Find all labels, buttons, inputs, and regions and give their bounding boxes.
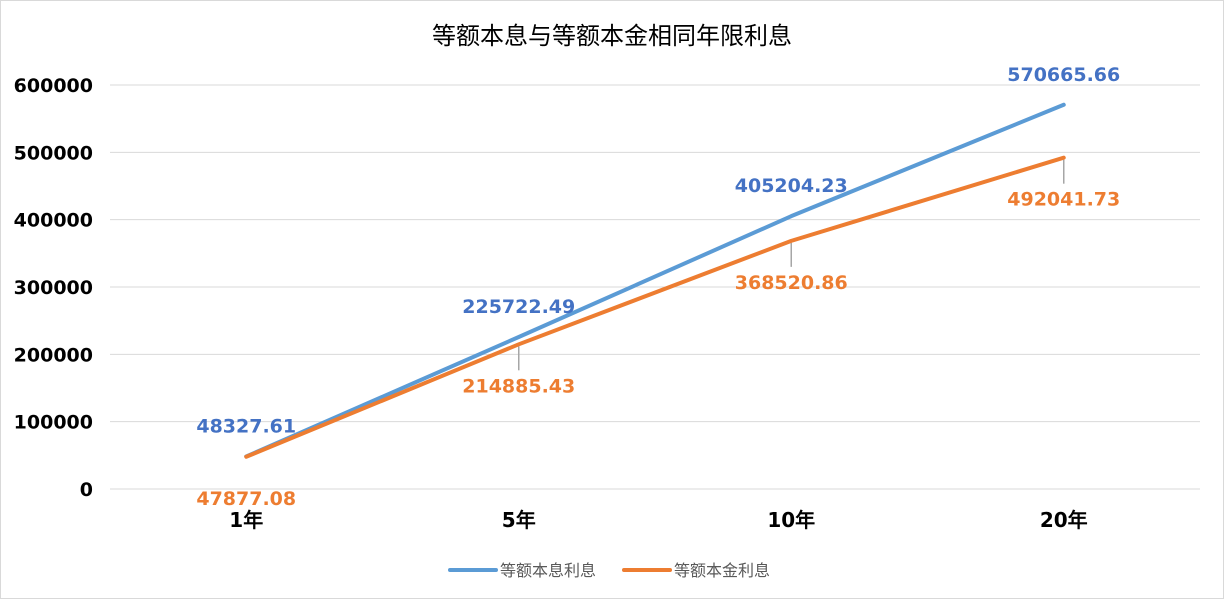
label-leader-lines xyxy=(518,159,1065,371)
x-tick-label: 1年 xyxy=(229,508,263,532)
y-tick-label: 200000 xyxy=(14,344,93,366)
chart-title: 等额本息与等额本金相同年限利息 xyxy=(432,22,792,50)
data-label: 225722.49 xyxy=(462,296,575,318)
legend: 等额本息利息 等额本金利息 xyxy=(448,561,770,580)
y-tick-label: 400000 xyxy=(14,210,93,232)
x-tick-label: 5年 xyxy=(502,508,536,532)
data-labels: 48327.61 225722.49 405204.23 570665.66 47877… xyxy=(196,64,1120,510)
legend-label: 等额本金利息 xyxy=(674,561,770,580)
y-axis-ticks: 0 100000 200000 300000 400000 500000 600000 xyxy=(14,75,93,501)
series-line-1 xyxy=(244,102,1066,459)
x-axis-ticks: 1年 5年 10年 20年 xyxy=(229,508,1087,532)
y-tick-label: 300000 xyxy=(14,277,93,299)
data-label: 570665.66 xyxy=(1007,64,1120,86)
x-tick-label: 10年 xyxy=(767,508,815,532)
x-tick-label: 20年 xyxy=(1040,508,1088,532)
series-line-2 xyxy=(244,155,1066,459)
series-lines xyxy=(244,102,1066,459)
data-label: 368520.86 xyxy=(735,272,848,294)
data-label: 48327.61 xyxy=(196,415,296,437)
gridlines xyxy=(110,84,1200,490)
data-label: 405204.23 xyxy=(735,175,848,197)
y-tick-label: 100000 xyxy=(14,412,93,434)
data-label: 214885.43 xyxy=(462,375,575,397)
y-tick-label: 500000 xyxy=(14,142,93,164)
y-tick-label: 600000 xyxy=(14,75,93,97)
legend-label: 等额本息利息 xyxy=(500,561,596,580)
data-label: 47877.08 xyxy=(196,488,296,510)
y-tick-label: 0 xyxy=(80,479,93,501)
data-label: 492041.73 xyxy=(1007,189,1120,211)
